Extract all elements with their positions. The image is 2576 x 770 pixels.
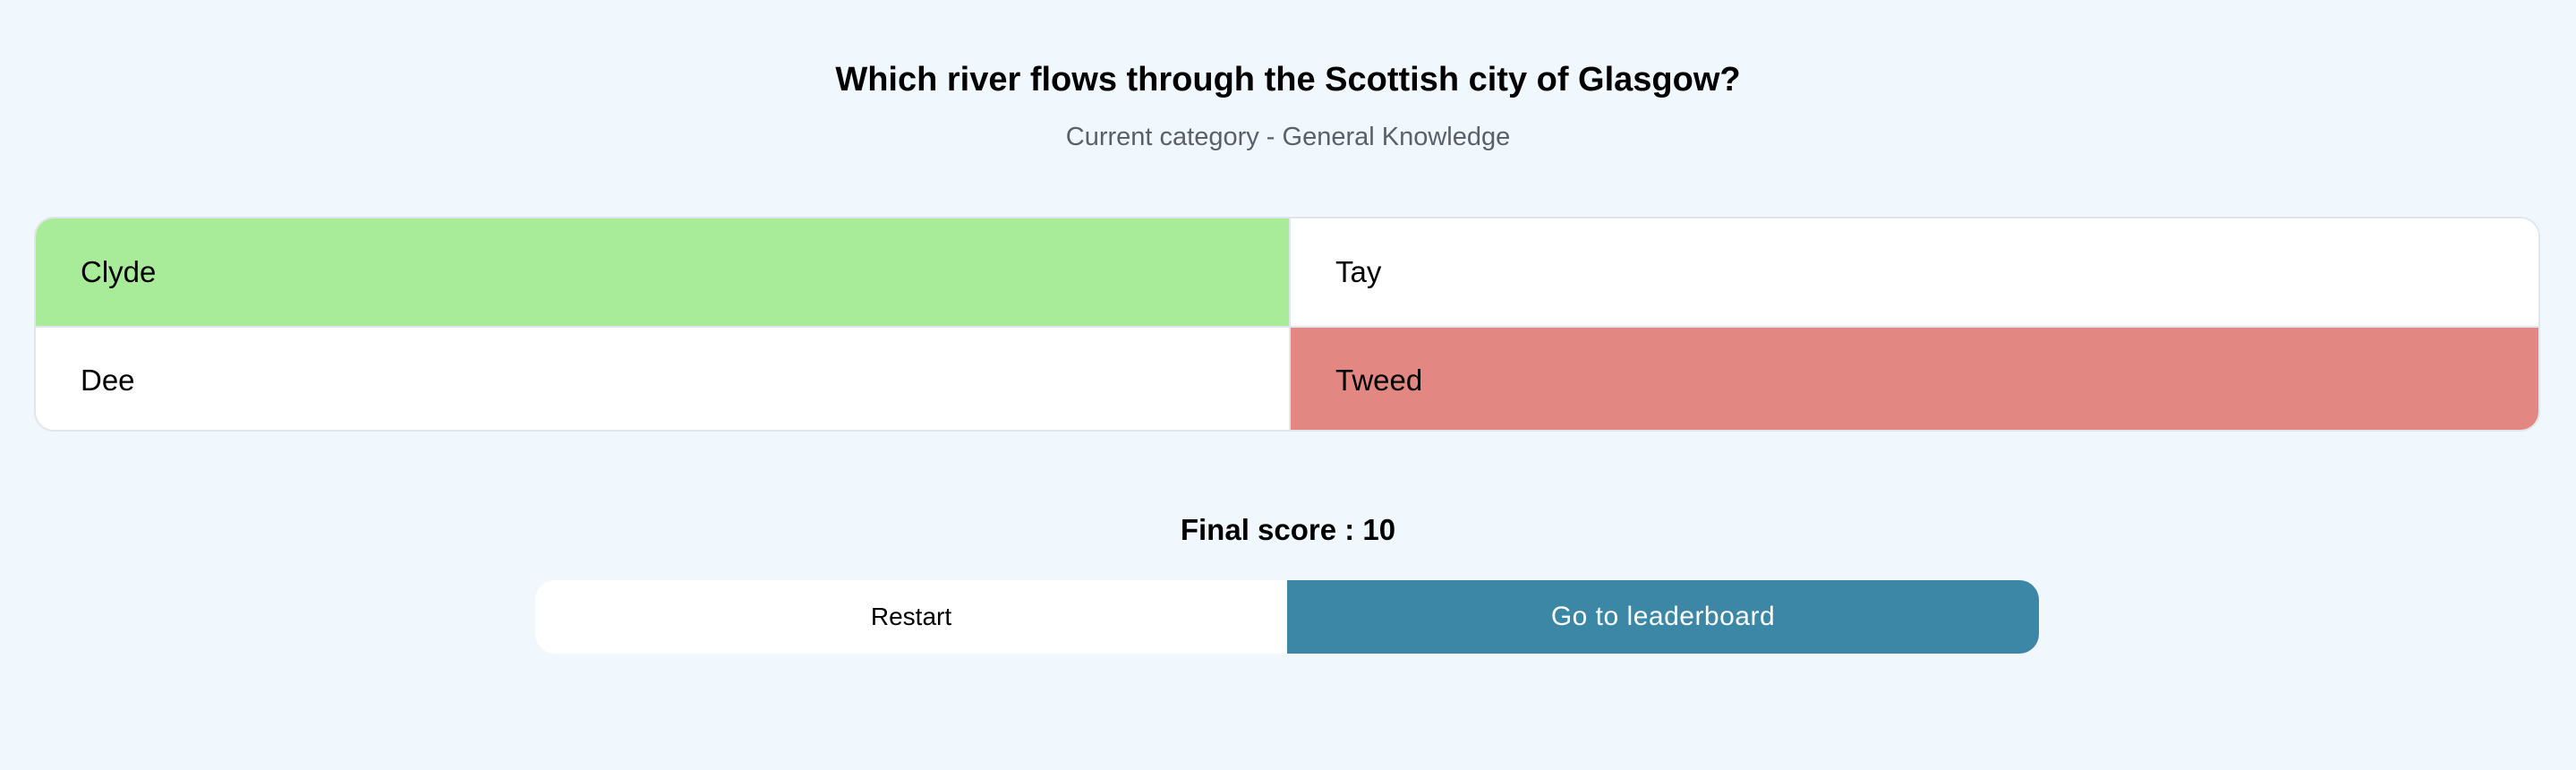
answer-grid: Clyde Tay Dee Tweed	[34, 217, 2540, 432]
question-title: Which river flows through the Scottish c…	[835, 61, 1741, 98]
restart-button[interactable]: Restart	[535, 580, 1287, 654]
go-to-leaderboard-button[interactable]: Go to leaderboard	[1287, 580, 2039, 654]
category-label: Current category - General Knowledge	[1065, 123, 1511, 151]
answer-option-clyde[interactable]: Clyde	[36, 218, 1289, 326]
answer-label: Clyde	[81, 255, 157, 288]
answer-option-tay[interactable]: Tay	[1289, 218, 2538, 326]
action-button-group: Restart Go to leaderboard	[535, 580, 2039, 654]
answer-label: Tay	[1335, 255, 1382, 288]
answer-option-tweed[interactable]: Tweed	[1289, 326, 2538, 430]
answer-option-dee[interactable]: Dee	[36, 326, 1289, 430]
answer-label: Dee	[81, 364, 135, 397]
answer-label: Tweed	[1335, 364, 1423, 397]
final-score: Final score : 10	[1180, 513, 1396, 546]
